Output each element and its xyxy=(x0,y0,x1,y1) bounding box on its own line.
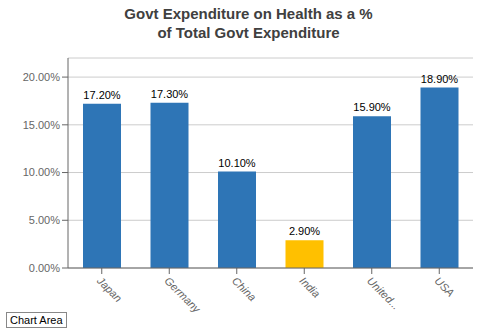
svg-text:15.90%: 15.90% xyxy=(353,101,391,113)
svg-text:10.00%: 10.00% xyxy=(23,166,61,178)
svg-text:USA: USA xyxy=(432,274,456,298)
svg-text:India: India xyxy=(297,274,322,299)
svg-text:China: China xyxy=(230,274,259,303)
svg-text:2.90%: 2.90% xyxy=(289,225,320,237)
svg-text:Japan: Japan xyxy=(94,274,124,304)
html-text:of Total Govt Expenditure: of Total Govt Expenditure xyxy=(157,24,340,41)
svg-text:Germany: Germany xyxy=(162,274,204,316)
svg-text:17.20%: 17.20% xyxy=(83,89,121,101)
svg-text:15.00%: 15.00% xyxy=(23,119,61,131)
svg-text:18.90%: 18.90% xyxy=(421,73,459,85)
html-text:Chart Area: Chart Area xyxy=(10,314,63,326)
svg-text:17.30%: 17.30% xyxy=(151,88,189,100)
svg-text:20.00%: 20.00% xyxy=(23,71,61,83)
svg-text:United...: United... xyxy=(365,274,402,311)
svg-text:0.00%: 0.00% xyxy=(29,262,60,274)
svg-text:10.10%: 10.10% xyxy=(218,157,256,169)
svg-text:5.00%: 5.00% xyxy=(29,214,60,226)
html-text:Govt Expenditure on Health as: Govt Expenditure on Health as a % xyxy=(124,5,373,22)
